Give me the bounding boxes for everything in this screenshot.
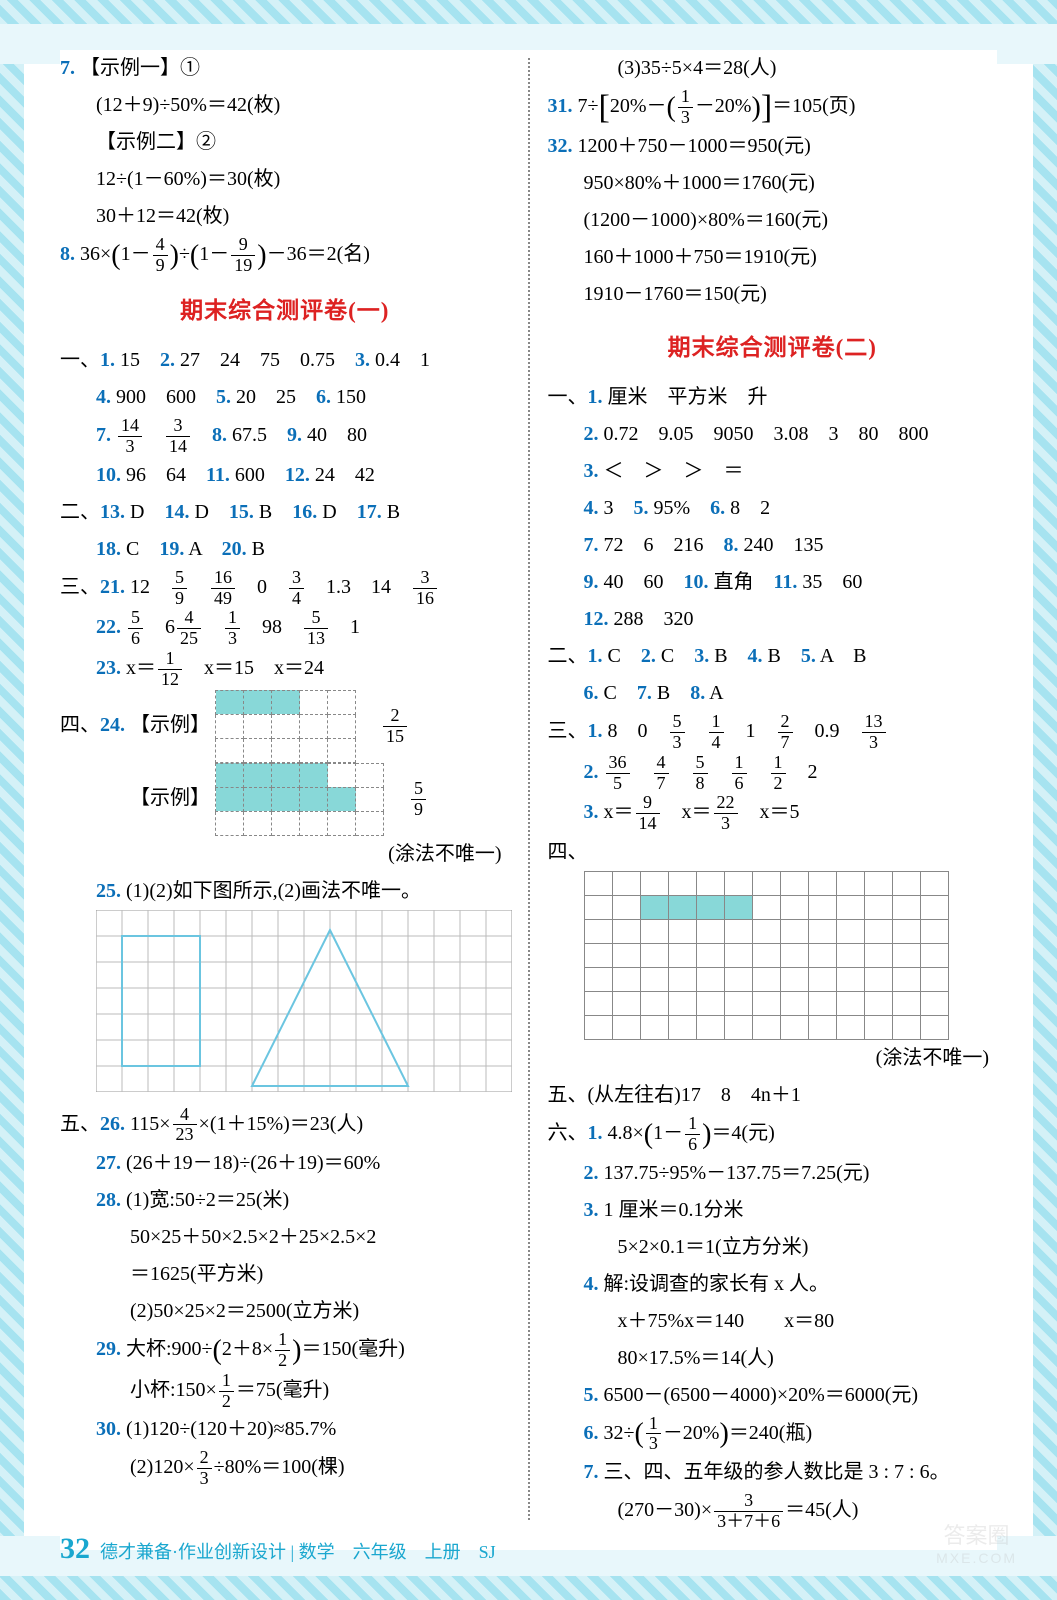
q8-num: 8. (60, 243, 75, 265)
q7-num: 7. (60, 57, 75, 79)
sec1-label: 一、 (60, 349, 100, 371)
q7-ex2-1: 12÷(1－60%)＝30(枚) (60, 161, 510, 198)
q7-ex2-2: 30＋12＝42(枚) (60, 198, 510, 235)
q7-ex1: (12＋9)÷50%＝42(枚) (60, 87, 510, 124)
q7-ex1-label: 【示例一】① (80, 57, 200, 79)
grid-24a (215, 690, 356, 763)
title-1: 期末综合测评卷(一) (60, 290, 510, 333)
grid-25 (60, 910, 510, 1105)
left-column: 7. 【示例一】① (12＋9)÷50%＝42(枚) 【示例二】② 12÷(1－… (60, 50, 510, 1550)
page-footer: 32德才兼备·作业创新设计 | 数学 六年级 上册 SJ (60, 1532, 496, 1566)
page-content: 7. 【示例一】① (12＋9)÷50%＝42(枚) 【示例二】② 12÷(1－… (60, 50, 997, 1550)
grid-24b (215, 763, 384, 836)
watermark: 答案圈 MXE.COM (936, 1518, 1017, 1566)
column-divider (528, 58, 530, 1520)
title-2: 期末综合测评卷(二) (548, 327, 998, 370)
right-column: (3)35÷5×4＝28(人) 31. 7÷[20%－(13－20%)]＝105… (548, 50, 998, 1550)
q7-ex2-label: 【示例二】② (60, 124, 510, 161)
grid-sec4 (548, 871, 998, 1040)
q8-pre: 36× (80, 243, 111, 265)
